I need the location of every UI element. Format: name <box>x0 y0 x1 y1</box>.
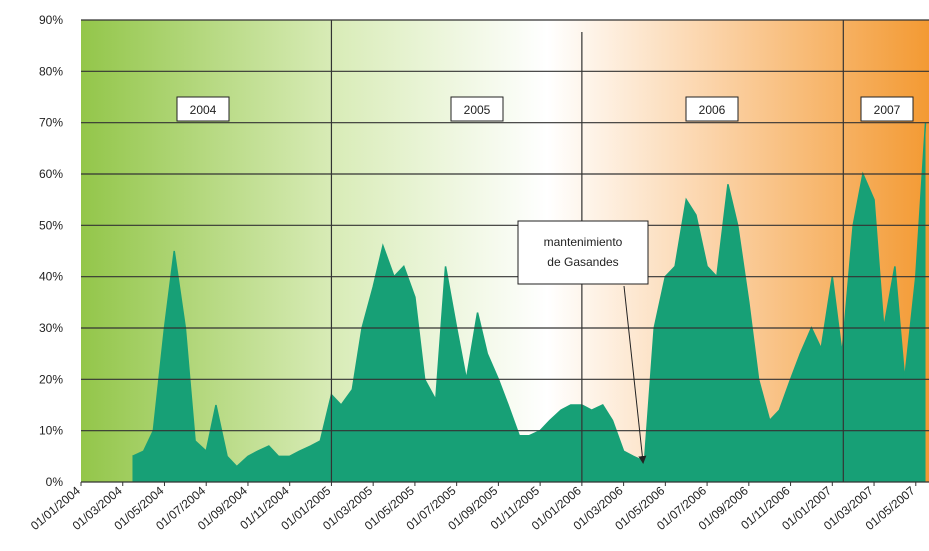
series-line <box>132 122 927 468</box>
year-label: 2006 <box>699 103 726 117</box>
annotation-box <box>517 220 649 285</box>
area <box>132 122 926 483</box>
y-tick-label: 90% <box>39 13 63 27</box>
y-tick-label: 20% <box>39 372 63 386</box>
year-label: 2005 <box>464 103 491 117</box>
y-tick-label: 80% <box>39 64 63 78</box>
year-label-box <box>176 96 230 122</box>
year-label-box <box>685 96 739 122</box>
annotation-text: mantenimiento <box>544 235 623 249</box>
year-label-box <box>450 96 504 122</box>
year-label: 2007 <box>874 103 901 117</box>
annotation-text: de Gasandes <box>547 255 618 269</box>
y-tick-label: 70% <box>39 116 63 130</box>
y-tick-label: 0% <box>46 475 64 489</box>
y-tick-label: 60% <box>39 167 63 181</box>
year-label-box <box>860 96 914 122</box>
y-tick-label: 10% <box>39 424 63 438</box>
y-tick-label: 30% <box>39 321 63 335</box>
annotation-arrow <box>623 285 647 464</box>
year-label: 2004 <box>190 103 217 117</box>
y-tick-label: 40% <box>39 270 63 284</box>
y-tick-label: 50% <box>39 218 63 232</box>
